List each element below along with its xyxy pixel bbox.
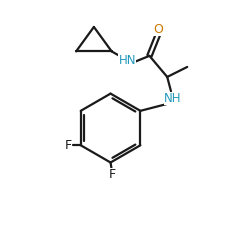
Text: F: F [109, 168, 116, 180]
Text: NH: NH [163, 92, 181, 105]
Text: F: F [65, 139, 72, 152]
Text: O: O [153, 23, 163, 36]
Text: HN: HN [118, 54, 135, 67]
